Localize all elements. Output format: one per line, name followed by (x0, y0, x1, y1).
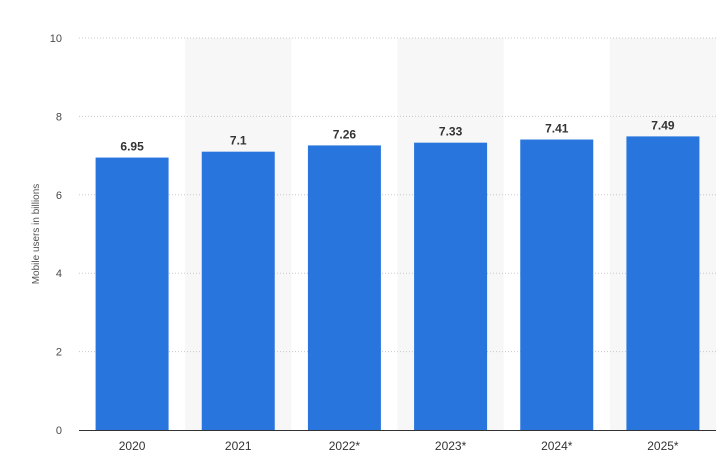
bar (307, 145, 381, 430)
y-tick-label: 6 (56, 190, 62, 202)
data-label: 7.26 (333, 127, 357, 141)
data-label: 7.1 (230, 134, 247, 148)
x-tick-label: 2021 (225, 439, 252, 453)
y-tick-label: 8 (56, 111, 62, 123)
x-axis-ticks: 2020 2021 2022* 2023* 2024* 2025* (119, 439, 679, 453)
bar (520, 139, 594, 430)
bar-series (95, 136, 700, 430)
bar (626, 136, 700, 430)
x-tick-label: 2025* (647, 439, 679, 453)
data-label: 7.49 (651, 118, 675, 132)
data-labels: 6.95 7.1 7.26 7.33 7.41 7.49 (120, 118, 675, 153)
x-tick-label: 2020 (119, 439, 146, 453)
bar (414, 142, 488, 430)
y-tick-label: 4 (56, 268, 62, 280)
data-label: 6.95 (120, 140, 144, 154)
gridlines (79, 37, 716, 353)
bar (201, 151, 275, 430)
y-tick-label: 10 (50, 33, 62, 45)
x-tick-label: 2023* (435, 439, 467, 453)
data-label: 7.41 (545, 122, 569, 136)
y-axis-title: Mobile users in billions (31, 184, 42, 285)
x-tick-label: 2022* (329, 439, 361, 453)
bar (95, 157, 169, 430)
y-tick-label: 2 (56, 347, 62, 359)
y-tick-label: 0 (56, 425, 62, 437)
y-axis-ticks: 0 2 4 6 8 10 (50, 33, 62, 437)
data-label: 7.33 (439, 125, 463, 139)
x-tick-label: 2024* (541, 439, 573, 453)
